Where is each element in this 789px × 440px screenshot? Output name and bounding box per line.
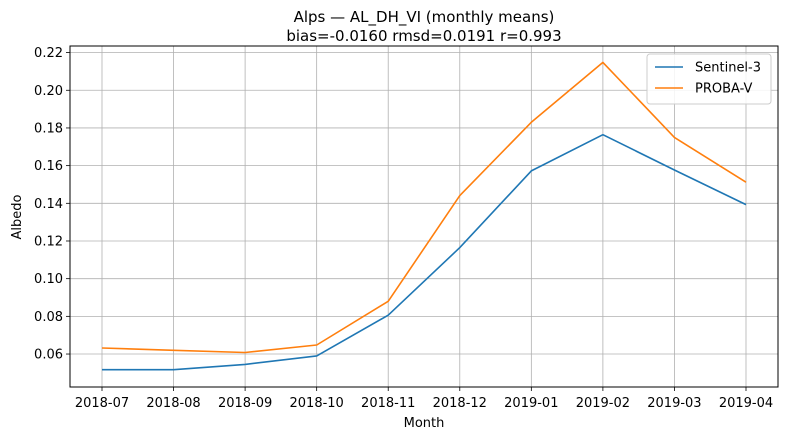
y-tick-label: 0.12 [34,234,63,249]
x-tick-label: 2018-08 [146,396,200,411]
y-tick-label: 0.06 [34,348,63,363]
grid-lines [70,46,778,387]
y-tick-label: 0.10 [34,272,63,287]
y-axis-ticks: 0.06 0.08 0.10 0.12 0.14 0.16 0.18 0.20 0.22 [34,46,70,363]
series-line-sentinel-3 [102,133,747,371]
legend-label: PROBA-V [695,82,753,97]
x-tick-label: 2019-04 [719,396,773,411]
y-tick-label: 0.08 [34,310,63,325]
series-lines [101,61,747,371]
legend-label: Sentinel-3 [695,61,761,76]
x-tick-label: 2018-12 [433,396,487,411]
y-tick-label: 0.16 [34,159,63,174]
x-tick-label: 2019-03 [647,396,701,411]
chart-subtitle: bias=-0.0160 rmsd=0.0191 r=0.993 [286,27,561,45]
x-tick-label: 2018-10 [290,396,344,411]
x-tick-label: 2018-09 [218,396,272,411]
x-axis-ticks: 2018-07 2018-08 2018-09 2018-10 2018-11 2018-… [75,387,773,411]
y-axis-label: Albedo [10,194,25,239]
x-tick-label: 2019-02 [576,396,630,411]
y-tick-label: 0.22 [34,46,63,61]
chart-title: Alps — AL_DH_VI (monthly means) [294,8,555,27]
x-tick-label: 2018-07 [75,396,129,411]
x-axis-label: Month [404,416,445,431]
y-tick-label: 0.14 [34,197,63,212]
x-tick-label: 2019-01 [504,396,558,411]
legend: Sentinel-3 PROBA-V [646,53,772,105]
y-tick-label: 0.20 [34,84,63,99]
plot-frame [69,45,779,388]
y-tick-label: 0.18 [34,121,63,136]
series-line-proba-v [101,61,747,354]
x-tick-label: 2018-11 [361,396,415,411]
